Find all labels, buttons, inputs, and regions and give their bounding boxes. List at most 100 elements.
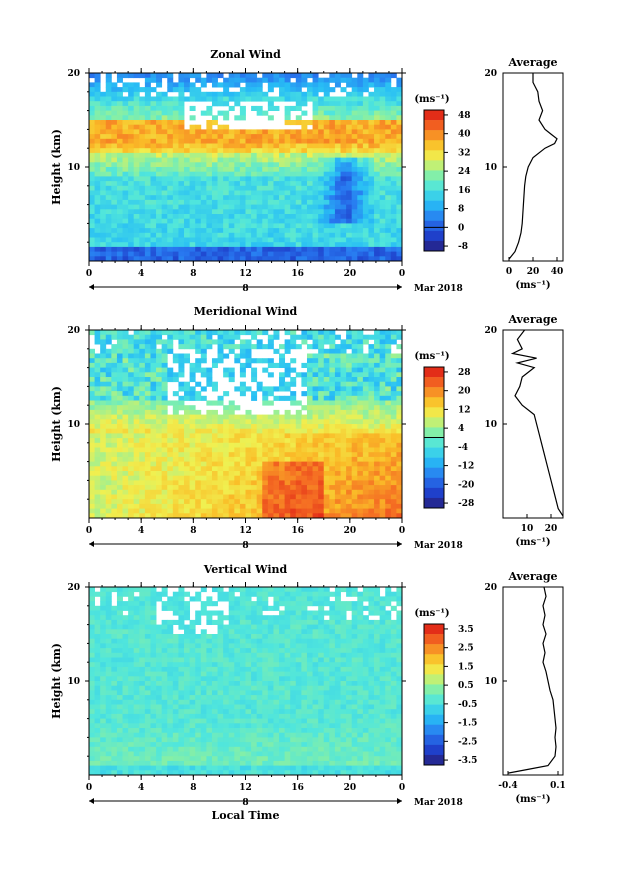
heatmap-cell <box>139 353 146 359</box>
heatmap-cell <box>279 129 286 135</box>
heatmap-cell <box>334 228 341 234</box>
heatmap-cell <box>273 386 280 392</box>
heatmap-cell <box>279 256 286 262</box>
heatmap-cell <box>279 503 286 509</box>
heatmap-cell <box>295 485 302 491</box>
heatmap-cell <box>223 91 230 97</box>
heatmap-cell <box>189 395 196 401</box>
heatmap-cell <box>139 143 146 149</box>
heatmap-cell <box>390 157 397 163</box>
heatmap-cell <box>390 513 397 519</box>
heatmap-cell <box>334 386 341 392</box>
heatmap-cell <box>116 400 123 406</box>
heatmap-cell <box>396 82 403 88</box>
heatmap-cell <box>262 157 269 163</box>
heatmap-cell <box>100 513 107 519</box>
heatmap-cell <box>379 101 386 107</box>
heatmap-cell <box>156 760 163 766</box>
heatmap-cell <box>228 428 235 434</box>
heatmap-cell <box>161 228 168 234</box>
heatmap-cell <box>217 82 224 88</box>
heatmap-cell <box>329 489 336 495</box>
heatmap-cell <box>334 214 341 220</box>
heatmap-cell <box>200 367 207 373</box>
heatmap-cell <box>122 624 129 630</box>
heatmap-cell <box>368 358 375 364</box>
heatmap-cell <box>94 251 101 257</box>
heatmap-cell <box>122 629 129 635</box>
heatmap-cell <box>189 494 196 500</box>
heatmap-cell <box>223 391 230 397</box>
heatmap-cell <box>267 223 274 229</box>
heatmap-cell <box>128 256 135 262</box>
heatmap-cell <box>161 634 168 640</box>
heatmap-cell <box>357 246 364 252</box>
heatmap-cell <box>105 657 112 663</box>
heatmap-cell <box>239 77 246 83</box>
heatmap-cell <box>379 503 386 509</box>
heatmap-cell <box>128 591 135 597</box>
heatmap-cell <box>184 171 191 177</box>
heatmap-cell <box>306 129 313 135</box>
heatmap-cell <box>105 124 112 130</box>
heatmap-cell <box>295 105 302 111</box>
heatmap-cell <box>357 138 364 144</box>
heatmap-cell <box>122 138 129 144</box>
heatmap-cell <box>329 381 336 387</box>
heatmap-cell <box>116 246 123 252</box>
heatmap-cell <box>379 157 386 163</box>
heatmap-cell <box>334 447 341 453</box>
heatmap-cell <box>301 129 308 135</box>
heatmap-cell <box>139 414 146 420</box>
heatmap-cell <box>351 386 358 392</box>
heatmap-cell <box>357 110 364 116</box>
heatmap-cell <box>251 358 258 364</box>
heatmap-cell <box>312 475 319 481</box>
heatmap-cell <box>167 685 174 691</box>
heatmap-cell <box>239 143 246 149</box>
heatmap-cell <box>122 129 129 135</box>
heatmap-cell <box>105 353 112 359</box>
heatmap-cell <box>357 157 364 163</box>
heatmap-cell <box>245 362 252 368</box>
heatmap-cell <box>150 485 157 491</box>
heatmap-cell <box>128 610 135 616</box>
heatmap-cell <box>295 218 302 224</box>
heatmap-cell <box>178 134 185 140</box>
heatmap-cell <box>301 438 308 444</box>
heatmap-cell <box>167 162 174 168</box>
heatmap-cell <box>122 101 129 107</box>
heatmap-cell <box>351 96 358 102</box>
heatmap-cell <box>161 409 168 415</box>
heatmap-cell <box>306 391 313 397</box>
heatmap-cell <box>290 494 297 500</box>
heatmap-cell <box>346 442 353 448</box>
heatmap-cell <box>318 124 325 130</box>
heatmap-cell <box>262 513 269 519</box>
heatmap-cell <box>116 414 123 420</box>
heatmap-cell <box>94 699 101 705</box>
heatmap-cell <box>368 367 375 373</box>
y-axis-label: Height (km) <box>50 129 63 205</box>
heatmap-cell <box>94 129 101 135</box>
heatmap-cell <box>89 405 95 411</box>
heatmap-cell <box>318 508 325 514</box>
colorbar-bin <box>424 220 444 232</box>
heatmap-cell <box>189 143 196 149</box>
heatmap-cell <box>228 171 235 177</box>
heatmap-cell <box>223 452 230 458</box>
heatmap-cell <box>329 330 336 336</box>
heatmap-cell <box>323 405 330 411</box>
heatmap-cell <box>156 73 163 79</box>
heatmap-cell <box>100 395 107 401</box>
heatmap-cell <box>239 339 246 345</box>
heatmap-cell <box>211 494 218 500</box>
heatmap-cell <box>239 508 246 514</box>
heatmap-cell <box>223 471 230 477</box>
heatmap-cell <box>312 195 319 201</box>
heatmap-cell <box>346 513 353 519</box>
heatmap-cell <box>172 652 179 658</box>
heatmap-cell <box>306 120 313 126</box>
heatmap-cell <box>211 223 218 229</box>
heatmap-cell <box>267 414 274 420</box>
